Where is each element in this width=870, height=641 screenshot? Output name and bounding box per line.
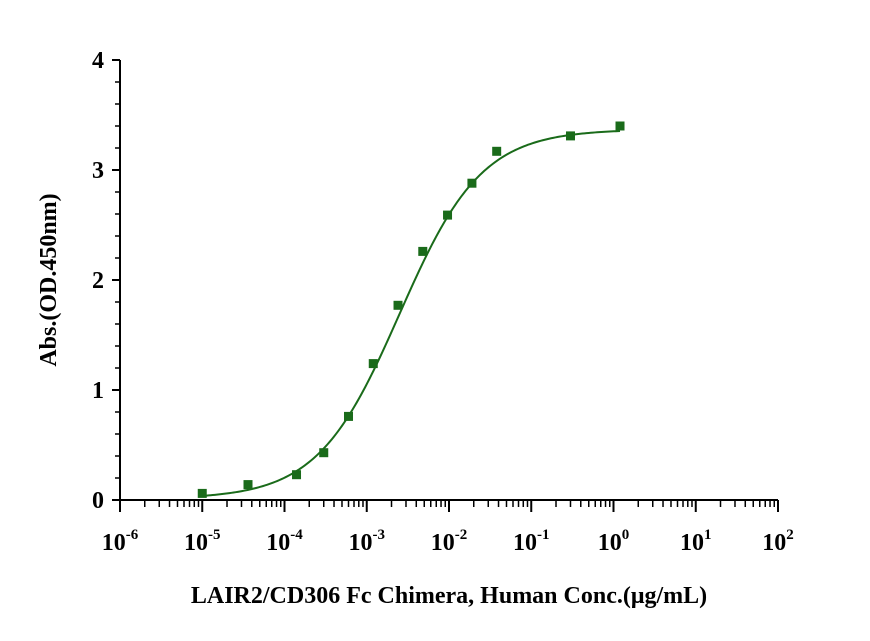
data-point <box>292 470 302 480</box>
y-tick-label: 2 <box>92 268 104 294</box>
x-tick-label: 102 <box>762 527 794 556</box>
data-point <box>467 178 477 188</box>
data-point <box>393 300 403 310</box>
data-point <box>319 448 329 458</box>
x-tick-label: 10-5 <box>184 527 221 556</box>
data-point <box>443 210 453 220</box>
y-axis-title: Abs.(OD.450nm) <box>36 193 62 366</box>
x-ticks: 10-6 10-5 10-4 10-3 10-2 10-1 100 101 102 <box>102 500 794 556</box>
data-points <box>197 121 625 498</box>
x-tick-label: 10-4 <box>266 527 303 556</box>
data-point <box>368 359 378 369</box>
fit-curve <box>202 130 621 497</box>
x-tick-label: 10-6 <box>102 527 139 556</box>
y-tick-label: 1 <box>92 378 104 404</box>
x-tick-label: 10-3 <box>349 527 386 556</box>
data-point <box>197 488 207 498</box>
y-tick-label: 4 <box>92 48 104 74</box>
data-point <box>492 146 502 156</box>
axes <box>119 60 778 501</box>
y-ticks: 0 1 2 3 4 <box>92 48 120 514</box>
x-tick-label: 10-1 <box>513 527 550 556</box>
x-axis-title: LAIR2/CD306 Fc Chimera, Human Conc.(μg/m… <box>191 583 707 609</box>
x-tick-label: 10-2 <box>431 527 468 556</box>
y-tick-label: 3 <box>92 158 104 184</box>
data-point <box>615 121 625 131</box>
data-point <box>344 411 354 421</box>
data-point <box>418 246 428 256</box>
data-point <box>565 131 575 141</box>
x-tick-label: 100 <box>598 527 630 556</box>
x-tick-label: 101 <box>680 527 712 556</box>
y-tick-label: 0 <box>92 488 104 514</box>
data-point <box>243 480 253 490</box>
